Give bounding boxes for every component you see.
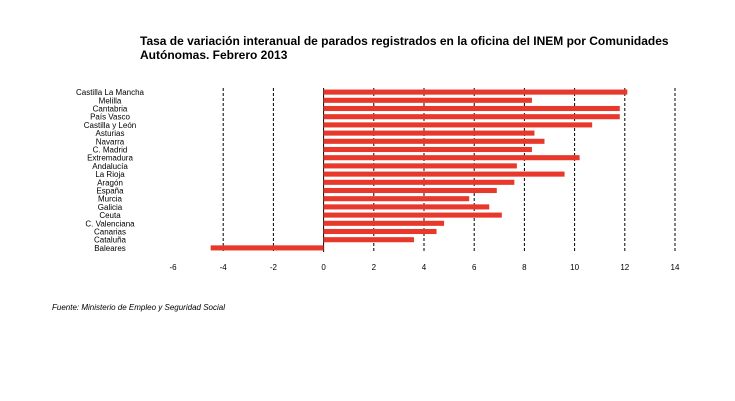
tick-label: 6: [472, 263, 477, 272]
tick-label: 12: [620, 263, 629, 272]
source-note: Fuente: Ministerio de Empleo y Seguridad…: [52, 303, 225, 312]
bar: [323, 237, 414, 243]
category-label: Navarra: [96, 137, 125, 146]
bar: [323, 114, 620, 120]
bars: [210, 89, 628, 251]
bar: [323, 228, 437, 235]
category-label: Castilla La Mancha: [76, 88, 145, 97]
tick-label: -6: [169, 263, 177, 272]
category-label: Cantabria: [93, 105, 128, 114]
bar: [323, 130, 535, 136]
tick-label: 10: [570, 263, 579, 272]
tick-label: -4: [220, 263, 228, 272]
tick-label: 2: [372, 263, 377, 272]
category-label: Aragón: [97, 178, 123, 187]
bar: [323, 196, 470, 202]
bar: [323, 155, 580, 161]
tick-label: -2: [270, 263, 278, 272]
x-tick-labels: -6 -4 -2 0 2 4 6 8 10 12 14: [169, 263, 680, 272]
category-label: Extremadura: [87, 154, 133, 163]
tick-label: 14: [671, 263, 680, 272]
chart-title: Tasa de variación interanual de parados …: [140, 34, 669, 62]
category-label: Melilla: [99, 96, 122, 105]
bar: [323, 187, 497, 194]
category-label: Murcia: [98, 195, 123, 204]
category-label: Andalucía: [92, 162, 128, 171]
bar: [323, 171, 565, 177]
category-label: La Rioja: [95, 170, 125, 179]
bar: [323, 105, 620, 112]
bar: [323, 163, 517, 169]
bar: [323, 146, 532, 153]
bar: [210, 245, 324, 251]
category-label: Castilla y León: [84, 121, 136, 130]
tick-label: 0: [321, 263, 326, 272]
category-label: Baleares: [94, 244, 126, 253]
category-label: Ceuta: [99, 211, 121, 220]
bar: [323, 122, 593, 128]
category-label: C. Madrid: [93, 146, 128, 155]
category-label: Cataluña: [94, 236, 127, 245]
bar: [323, 97, 532, 103]
category-label: C. Valenciana: [85, 219, 135, 228]
category-label: España: [96, 187, 124, 196]
category-label: Canarias: [94, 228, 126, 237]
bar: [323, 204, 490, 210]
category-label: País Vasco: [90, 113, 130, 122]
bar: [323, 179, 515, 185]
category-label: Galicia: [98, 203, 123, 212]
bar: [323, 212, 502, 218]
gridlines: [222, 88, 676, 252]
bar: [323, 89, 628, 95]
tick-label: 4: [422, 263, 427, 272]
tick-label: 8: [522, 263, 527, 272]
category-label: Asturias: [96, 129, 125, 138]
bar: [323, 220, 445, 226]
bar: [323, 138, 545, 144]
